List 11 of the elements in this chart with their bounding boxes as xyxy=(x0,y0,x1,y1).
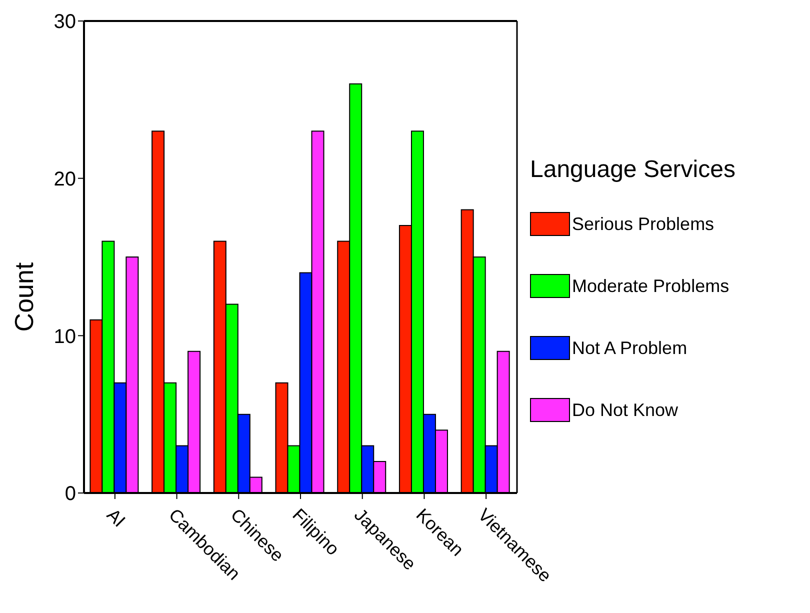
y-tick-label: 10 xyxy=(54,326,76,348)
legend-label: Do Not Know xyxy=(572,400,678,420)
legend-label: Serious Problems xyxy=(572,214,714,234)
y-axis-title: Count xyxy=(9,262,40,332)
y-tick-label: 0 xyxy=(64,483,76,506)
legend-label: Moderate Problems xyxy=(572,276,730,296)
y-tick-label: 20 xyxy=(54,168,76,190)
y-tick-label: 30 xyxy=(54,11,76,34)
legend-label: Not A Problem xyxy=(572,338,688,358)
x-tick-label: AI xyxy=(103,504,130,531)
legend-title: Language Services xyxy=(530,156,736,184)
